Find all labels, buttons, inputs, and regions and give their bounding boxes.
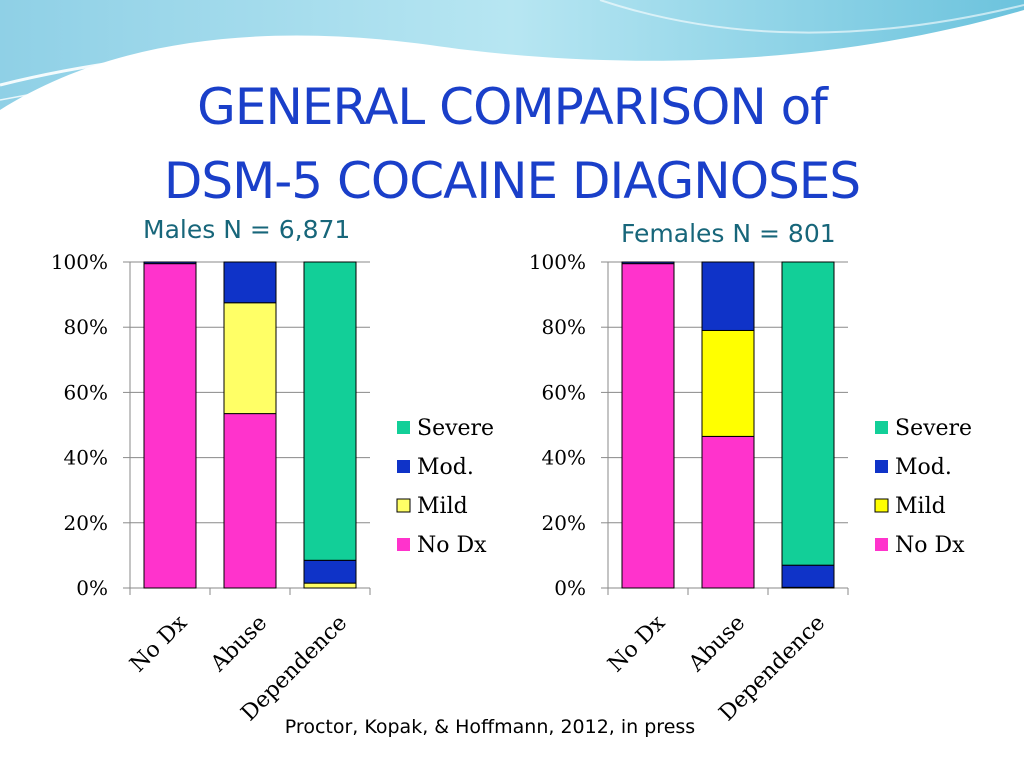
females-bar-abuse-nodx — [701, 435, 755, 589]
females-y-tick-label: 60% — [542, 380, 586, 404]
males-y-tick-label: 0% — [76, 576, 108, 600]
males-y-tick-label: 60% — [64, 380, 108, 404]
females-legend-swatch-mod — [875, 460, 888, 473]
males-bar-abuse-mod — [223, 261, 277, 304]
females-bar-dependence-severe — [781, 261, 835, 566]
females-category-label: Abuse — [683, 611, 750, 678]
males-legend-label: Mild — [417, 494, 468, 519]
males-bar-abuse-nodx — [223, 413, 277, 589]
females-legend-swatch-mild — [874, 498, 889, 513]
females-y-tick-label: 0% — [554, 576, 586, 600]
males-category-label: No Dx — [125, 610, 192, 677]
females-legend-label: Severe — [895, 416, 972, 441]
females-legend-label: Mod. — [895, 455, 952, 480]
males-y-tick-label: 100% — [51, 250, 108, 274]
females-legend-swatch-severe — [875, 421, 888, 434]
males-legend-label: Severe — [417, 416, 494, 441]
females-chart-title: Females N = 801 — [621, 219, 836, 248]
females-bar-abuse-mild — [701, 329, 755, 437]
males-legend-swatch-nodx — [397, 538, 410, 551]
males-bar-no-dx-nodx — [143, 263, 197, 589]
males-legend-swatch-mild — [396, 498, 411, 513]
females-y-tick-label: 20% — [542, 511, 586, 535]
females-category-label: No Dx — [603, 610, 670, 677]
slide-title-line-2: DSM-5 COCAINE DIAGNOSES — [163, 152, 861, 210]
females-bar-dependence-mod — [781, 564, 835, 588]
females-bar-no-dx-mod — [621, 261, 675, 265]
males-y-tick-label: 20% — [64, 511, 108, 535]
females-legend-swatch-nodx — [875, 538, 888, 551]
females-bar-no-dx-nodx — [621, 263, 675, 589]
males-legend-label: Mod. — [417, 455, 474, 480]
males-bar-dependence-mild — [303, 582, 357, 589]
males-chart-title: Males N = 6,871 — [143, 215, 351, 244]
females-legend-label: No Dx — [895, 533, 965, 558]
males-y-tick-label: 40% — [64, 446, 108, 470]
header-wave-decoration — [0, 0, 1024, 110]
males-bar-dependence-mod — [303, 559, 357, 584]
source-citation: Proctor, Kopak, & Hoffmann, 2012, in pre… — [284, 716, 696, 738]
males-legend-label: No Dx — [417, 533, 487, 558]
females-y-tick-label: 100% — [529, 250, 586, 274]
slide-title-line-1: GENERAL COMPARISON of — [197, 78, 828, 136]
females-stacked-bar-chart: 0%20%40%60%80%100%No Dx AbuseDependenceSe… — [529, 250, 972, 726]
males-legend-swatch-severe — [397, 421, 410, 434]
males-y-tick-label: 80% — [64, 315, 108, 339]
females-bar-abuse-mod — [701, 261, 755, 331]
females-y-tick-label: 40% — [542, 446, 586, 470]
males-bar-no-dx-mod — [143, 261, 197, 265]
females-y-tick-label: 80% — [542, 315, 586, 339]
males-bar-dependence-severe — [303, 261, 357, 561]
males-bar-abuse-mild — [223, 302, 277, 415]
males-stacked-bar-chart: 0%20%40%60%80%100%No Dx AbuseDependenceSe… — [51, 250, 494, 726]
males-category-label: Abuse — [205, 611, 272, 678]
females-legend-label: Mild — [895, 494, 946, 519]
males-legend-swatch-mod — [397, 460, 410, 473]
